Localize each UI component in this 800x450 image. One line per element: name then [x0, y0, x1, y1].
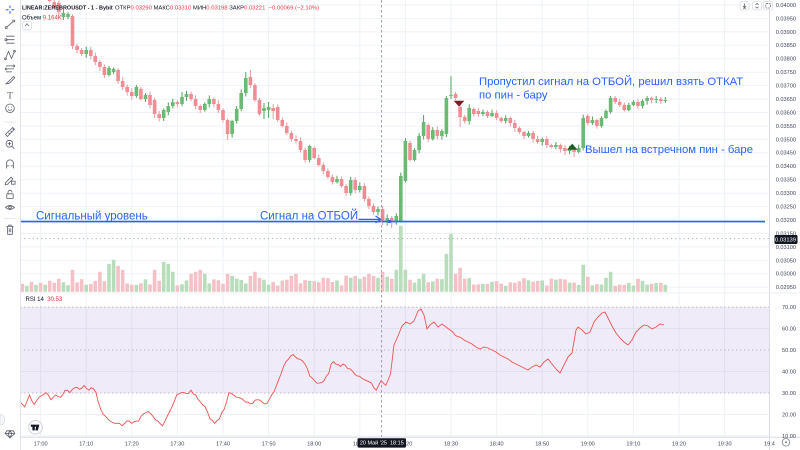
- svg-text:0.03800: 0.03800: [776, 57, 796, 63]
- svg-text:19:00: 19:00: [581, 441, 595, 447]
- svg-text:0.03550: 0.03550: [776, 124, 796, 130]
- svg-text:19:30: 19:30: [718, 441, 732, 447]
- svg-text:Сигнал на ОТБОЙ: Сигнал на ОТБОЙ: [260, 210, 358, 223]
- svg-text:по пин - бару: по пин - бару: [479, 90, 548, 102]
- svg-text:40.00: 40.00: [782, 369, 796, 375]
- svg-text:17:10: 17:10: [79, 441, 93, 447]
- svg-text:0.03450: 0.03450: [776, 151, 796, 157]
- svg-text:10.00: 10.00: [782, 434, 796, 440]
- svg-text:0.03150: 0.03150: [776, 231, 796, 237]
- svg-text:0.03139: 0.03139: [775, 238, 796, 244]
- svg-text:17:40: 17:40: [216, 441, 230, 447]
- svg-text:60.00: 60.00: [782, 326, 796, 332]
- svg-text:0.03100: 0.03100: [776, 245, 796, 251]
- svg-text:LINEAR:ZEREBROUSDT - 1 - Bybit: LINEAR:ZEREBROUSDT - 1 - Bybit: [22, 5, 113, 11]
- svg-text:0.03950: 0.03950: [776, 16, 796, 22]
- svg-text:0.03200: 0.03200: [776, 218, 796, 224]
- svg-text:0.03850: 0.03850: [776, 43, 796, 49]
- svg-text:Объем 9.164K: Объем 9.164K: [22, 16, 62, 22]
- svg-text:0.03750: 0.03750: [776, 70, 796, 76]
- svg-text:0.03350: 0.03350: [776, 178, 796, 184]
- svg-text:70.00: 70.00: [782, 305, 796, 311]
- svg-text:18:00: 18:00: [307, 441, 321, 447]
- svg-text:0.03600: 0.03600: [776, 110, 796, 116]
- svg-text:17:50: 17:50: [262, 441, 276, 447]
- svg-text:0.02950: 0.02950: [776, 285, 796, 291]
- svg-text:0.03700: 0.03700: [776, 84, 796, 90]
- svg-text:RSI 14 30.53: RSI 14 30.53: [26, 297, 63, 303]
- svg-text:0.03050: 0.03050: [776, 258, 796, 264]
- svg-text:18:50: 18:50: [535, 441, 549, 447]
- svg-text:30.00: 30.00: [782, 391, 796, 397]
- svg-text:T: T: [7, 91, 13, 101]
- svg-text:Вышел на встречном пин - баре: Вышел на встречном пин - баре: [585, 144, 753, 156]
- svg-text:Сигнальный уровень: Сигнальный уровень: [36, 211, 148, 223]
- svg-text:0.03400: 0.03400: [776, 164, 796, 170]
- svg-text:0.04000: 0.04000: [776, 3, 796, 9]
- svg-text:20.00: 20.00: [782, 412, 796, 418]
- svg-text:17:20: 17:20: [125, 441, 139, 447]
- svg-text:18:30: 18:30: [444, 441, 458, 447]
- svg-text:ОТКР0.03290 МАКС0.03310 МИН0.0: ОТКР0.03290 МАКС0.03310 МИН0.03198 ЗАКР0…: [115, 5, 319, 11]
- svg-text:0.03300: 0.03300: [776, 191, 796, 197]
- svg-text:20 Май '25 18:15: 20 Май '25 18:15: [360, 440, 404, 447]
- svg-text:0.03900: 0.03900: [776, 30, 796, 36]
- svg-text:18:40: 18:40: [490, 441, 504, 447]
- svg-text:17:30: 17:30: [170, 441, 184, 447]
- svg-text:0.03000: 0.03000: [776, 272, 796, 278]
- svg-text:Пропустил сигнал на ОТБОЙ, реш: Пропустил сигнал на ОТБОЙ, решил взять О…: [479, 75, 743, 88]
- svg-text:0.03500: 0.03500: [776, 137, 796, 143]
- svg-text:19:4: 19:4: [764, 441, 775, 447]
- svg-text:17:00: 17:00: [34, 441, 48, 447]
- svg-text:50.00: 50.00: [782, 348, 796, 354]
- svg-text:19:10: 19:10: [626, 441, 640, 447]
- svg-text:0.03250: 0.03250: [776, 205, 796, 211]
- svg-text:0.03650: 0.03650: [776, 97, 796, 103]
- svg-text:19:20: 19:20: [672, 441, 686, 447]
